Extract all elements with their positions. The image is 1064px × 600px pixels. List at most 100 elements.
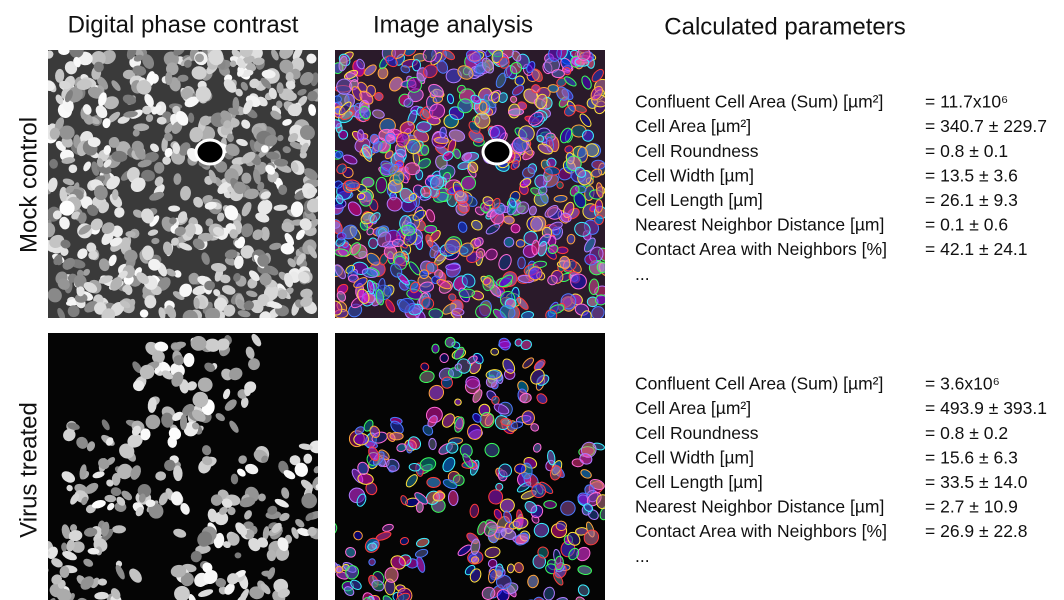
- parameter-value: = 42.1 ± 24.1: [925, 239, 1028, 259]
- cell: [16, 575, 33, 585]
- cell: [11, 589, 24, 600]
- cell: [7, 557, 21, 572]
- parameter-name: Nearest Neighbor Distance [µm]: [635, 215, 884, 235]
- micrographs: [5, 42, 614, 600]
- parameter-name: Nearest Neighbor Distance [µm]: [635, 497, 884, 517]
- cell: [171, 491, 182, 505]
- cell: [17, 546, 37, 566]
- parameter-value: = 26.1 ± 9.3: [925, 190, 1018, 210]
- parameter-value: = 0.1 ± 0.6: [925, 215, 1008, 235]
- cell: [392, 239, 404, 247]
- cell: [416, 122, 431, 133]
- parameter-name: Cell Roundness: [635, 141, 759, 161]
- cell: [427, 477, 441, 488]
- parameter-value: = 11.7x10⁶: [925, 92, 1008, 112]
- cell: [440, 353, 449, 363]
- cell: [557, 247, 568, 254]
- cell: [5, 590, 23, 600]
- row-label: Mock control: [15, 117, 42, 253]
- parameter-value: = 13.5 ± 3.6: [925, 165, 1018, 185]
- parameter-lists: Confluent Cell Area (Sum) [µm²] = 11.7x10…: [635, 92, 1047, 566]
- column-header: Image analysis: [373, 11, 533, 38]
- cell: [595, 200, 602, 213]
- parameter-value: = 0.8 ± 0.2: [925, 423, 1008, 443]
- cell: [560, 501, 575, 516]
- cell: [390, 432, 403, 440]
- cell: [278, 289, 288, 299]
- cell: [35, 584, 48, 596]
- ellipsis: ...: [635, 546, 650, 566]
- cell: [334, 180, 343, 188]
- parameter-value: = 493.9 ± 393.1: [925, 398, 1047, 418]
- cell: [323, 539, 336, 555]
- cell: [13, 582, 26, 596]
- parameter-name: Confluent Cell Area (Sum) [µm²]: [635, 374, 883, 394]
- cell: [596, 494, 609, 509]
- cell: [476, 248, 485, 258]
- parameter-name: Cell Area [µm²]: [635, 116, 751, 136]
- parameter-name: Contact Area with Neighbors [%]: [635, 239, 887, 259]
- parameter-value: = 2.7 ± 10.9: [925, 497, 1018, 517]
- cell: [441, 377, 453, 389]
- cell: [448, 490, 458, 506]
- parameter-name: Cell Width [µm]: [635, 447, 754, 467]
- micrograph: [41, 42, 327, 327]
- cell: [18, 587, 35, 600]
- parameter-name: Contact Area with Neighbors [%]: [635, 521, 887, 541]
- cell: [25, 550, 39, 567]
- parameter-name: Cell Width [µm]: [635, 165, 754, 185]
- plaque: [196, 140, 224, 164]
- parameter-name: Cell Area [µm²]: [635, 398, 751, 418]
- cell: [241, 173, 251, 184]
- cell: [337, 232, 346, 240]
- micrograph: [328, 42, 614, 325]
- cell: [516, 239, 525, 247]
- micrograph: [303, 333, 614, 600]
- cell: [446, 442, 458, 454]
- cell: [491, 92, 500, 103]
- cell: [567, 234, 576, 244]
- parameter-name: Confluent Cell Area (Sum) [µm²]: [635, 92, 883, 112]
- parameter-value: = 33.5 ± 14.0: [925, 472, 1028, 492]
- cell: [385, 567, 398, 582]
- cell: [591, 160, 605, 170]
- row-label: Virus treated: [15, 402, 42, 538]
- cell: [589, 279, 599, 295]
- cell: [508, 108, 523, 115]
- ellipsis: ...: [635, 264, 650, 284]
- column-header: Calculated parameters: [664, 13, 905, 40]
- cell: [571, 274, 587, 289]
- parameter-value: = 0.8 ± 0.1: [925, 141, 1008, 161]
- cell: [471, 556, 479, 563]
- cell: [518, 257, 526, 269]
- cell: [480, 412, 494, 427]
- cell: [532, 240, 540, 255]
- cell: [544, 500, 557, 508]
- parameter-value: = 26.9 ± 22.8: [925, 521, 1028, 541]
- cell: [491, 348, 499, 355]
- micrograph: [5, 332, 326, 600]
- parameter-value: = 3.6x10⁶: [925, 374, 1000, 394]
- parameter-value: = 340.7 ± 229.7: [925, 116, 1047, 136]
- parameter-name: Cell Length [µm]: [635, 190, 763, 210]
- plaque: [483, 140, 511, 164]
- cell: [428, 438, 436, 450]
- cell: [548, 84, 559, 92]
- cell: [357, 130, 364, 141]
- parameter-name: Cell Roundness: [635, 423, 759, 443]
- cell: [368, 238, 378, 249]
- cell: [317, 563, 331, 576]
- cell: [142, 245, 154, 260]
- cell: [421, 145, 429, 155]
- cell: [354, 433, 369, 445]
- parameter-value: = 15.6 ± 6.3: [925, 447, 1018, 467]
- cell: [446, 264, 461, 271]
- cell: [416, 502, 423, 513]
- figure: Digital phase contrast Image analysis Ca…: [0, 0, 1064, 600]
- cell: [424, 225, 436, 233]
- cell: [552, 69, 565, 77]
- cell: [432, 344, 439, 353]
- column-header: Digital phase contrast: [68, 11, 299, 38]
- parameter-name: Cell Length [µm]: [635, 472, 763, 492]
- cell: [33, 565, 51, 581]
